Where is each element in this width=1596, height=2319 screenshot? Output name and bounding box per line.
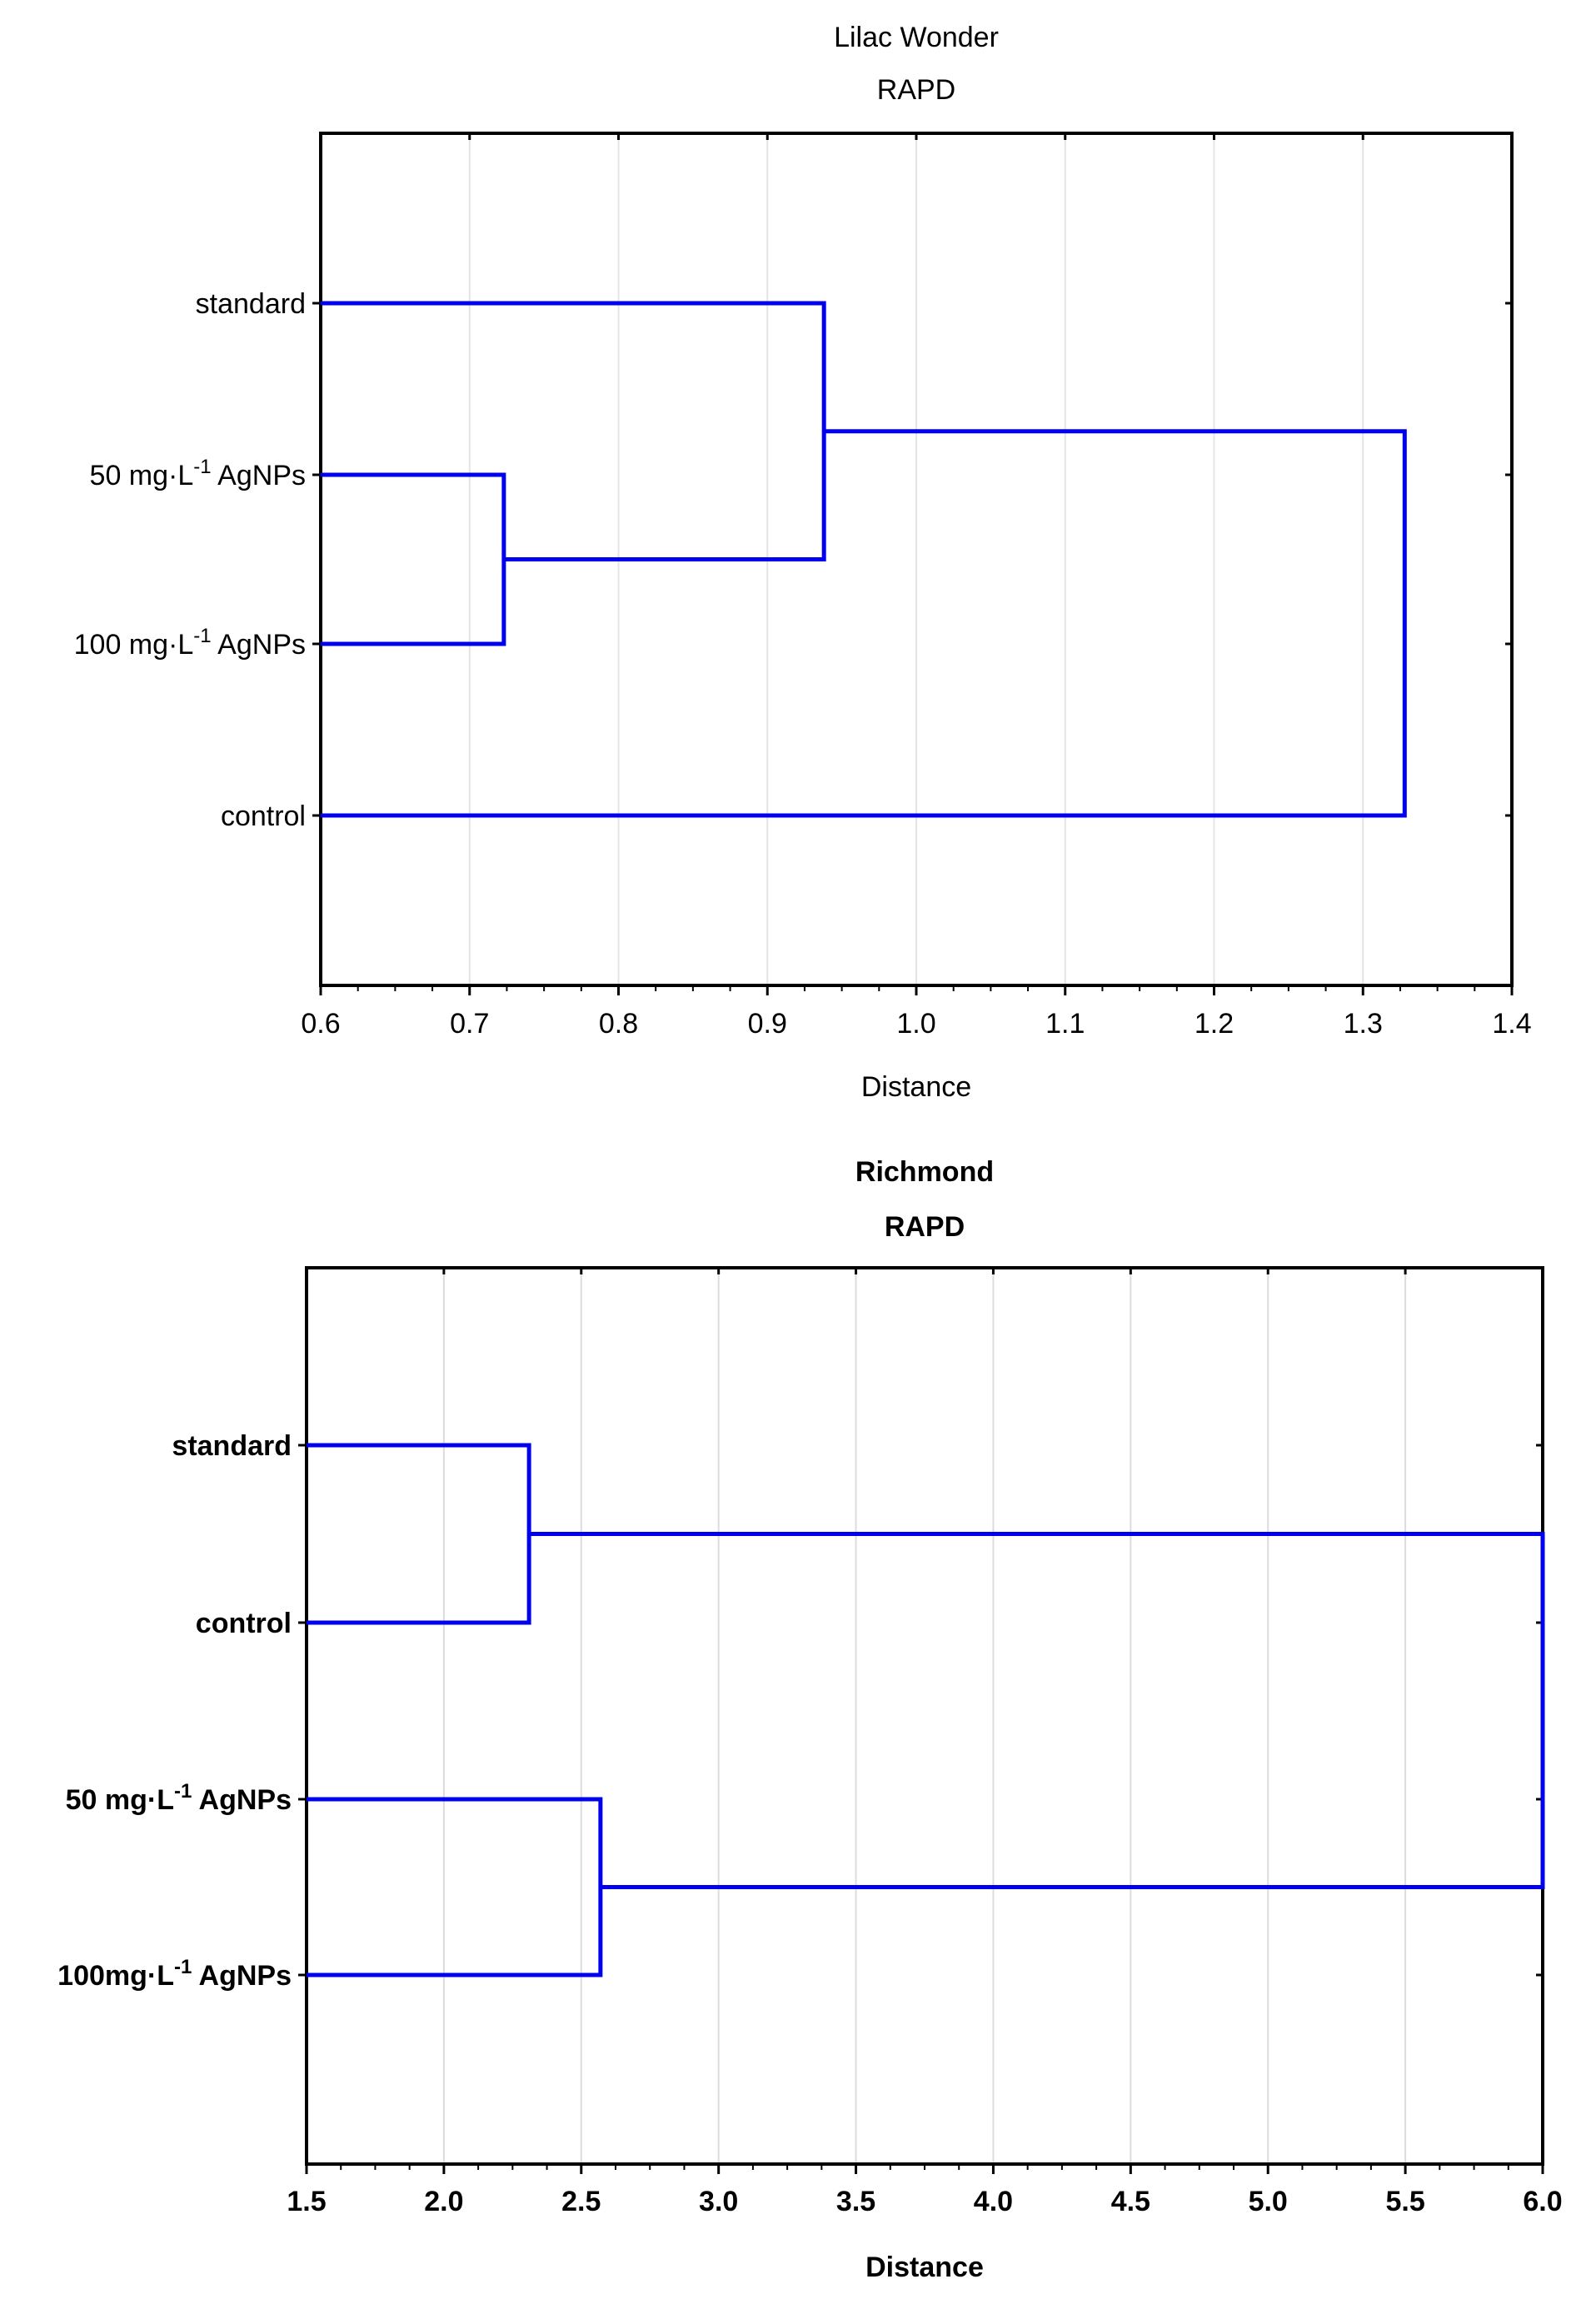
leaf-label: control [196,1608,292,1639]
leaf-label: 100 mg·L-1 AgNPs [74,625,306,661]
x-tick-label: 1.3 [1344,1008,1383,1040]
leaf-label: control [221,800,306,832]
leaf-label: 100mg·L-1 AgNPs [57,1956,292,1992]
x-tick-label: 1.1 [1045,1008,1085,1040]
dendrogram-branch [307,1443,531,1625]
leaf-label-main: control [221,800,306,832]
x-axis-label: Distance [865,2252,984,2283]
plot-frame [305,1266,1544,2166]
leaf-label: standard [172,1430,292,1462]
x-tick-label: 0.9 [748,1008,787,1040]
chart-title: Lilac Wonder [834,22,999,53]
dendrogram-panel-2: Richmond RAPD 1.5 2.0 2.5 3.0 3.5 4.0 4.5 5.0 5.5 6… [57,1156,1562,2283]
x-tick-label: 6.0 [1523,2186,1562,2217]
leaf-label-main: control [196,1608,292,1639]
x-tick-label: 2.5 [561,2186,601,2217]
x-tick-label: 3.0 [699,2186,738,2217]
x-tick-label: 1.4 [1492,1008,1531,1040]
dendrogram-branch [321,301,826,561]
leaf-label-superscript: -1 [193,456,211,478]
leaf-label-suffix: AgNPs [212,460,306,491]
dendrogram-branch [529,1532,1545,1889]
leaf-label-main: 50 mg·L [90,460,194,491]
x-tick-label: 4.5 [1111,2186,1150,2217]
leaf-label: 50 mg·L-1 AgNPs [90,456,306,491]
x-axis-label: Distance [861,1071,971,1103]
leaf-label-superscript: -1 [174,1956,192,1978]
x-tick-label: 4.0 [974,2186,1013,2217]
dendrogram-branch [321,429,1407,818]
leaf-label-superscript: -1 [193,625,211,647]
chart-title: Richmond [855,1156,994,1188]
leaf-label-main: 100 mg·L [74,629,194,661]
leaf-label-main: standard [172,1430,292,1462]
dendrogram-panel-1: Lilac Wonder RAPD 0.6 0.7 0.8 0.9 1.0 1.1 1.2 1.3… [74,22,1532,1103]
leaf-label-main: 100mg·L [57,1960,174,1992]
x-tick-label: 0.7 [450,1008,489,1040]
x-tick-label: 5.0 [1249,2186,1288,2217]
leaf-label-main: 50 mg·L [66,1784,174,1816]
leaf-label-suffix: AgNPs [212,629,306,661]
x-tick-label: 3.5 [836,2186,875,2217]
leaf-label-main: standard [196,288,306,320]
leaf-label-suffix: AgNPs [192,1784,292,1816]
chart-subtitle: RAPD [877,74,955,106]
chart-subtitle: RAPD [885,1211,965,1243]
leaf-label-superscript: -1 [174,1780,192,1803]
dendrogram-branch [321,472,506,646]
leaf-label: 50 mg·L-1 AgNPs [66,1780,292,1816]
dendrogram-branch [307,1797,603,1977]
x-tick-label: 1.2 [1195,1008,1234,1040]
x-tick-label: 1.0 [896,1008,935,1040]
x-tick-label: 1.5 [287,2186,326,2217]
leaf-label-suffix: AgNPs [192,1960,292,1992]
leaf-label: standard [196,288,306,320]
x-tick-label: 0.8 [599,1008,638,1040]
x-tick-label: 0.6 [301,1008,340,1040]
x-tick-label: 5.5 [1385,2186,1424,2217]
x-tick-label: 2.0 [424,2186,463,2217]
